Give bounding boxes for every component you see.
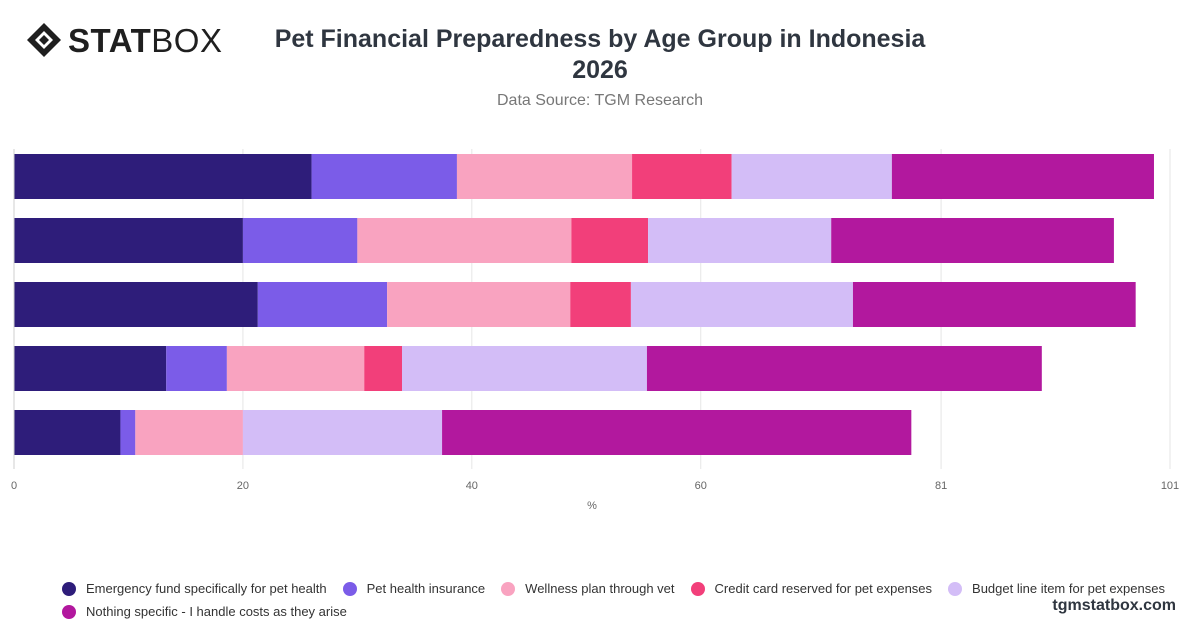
legend-item[interactable]: Emergency fund specifically for pet heal… bbox=[62, 580, 327, 597]
bar-segment bbox=[646, 346, 1042, 391]
legend-item[interactable]: Budget line item for pet expenses bbox=[948, 580, 1165, 597]
stacked-bar-chart: 0 20 40 60 81 101% bbox=[11, 149, 1179, 512]
legend-label: Credit card reserved for pet expenses bbox=[714, 581, 933, 596]
bar-segment bbox=[632, 154, 732, 199]
legend-marker bbox=[690, 581, 705, 596]
site-url[interactable]: tgmstatbox.com bbox=[1052, 597, 1176, 614]
x-tick-label: 40 bbox=[466, 480, 478, 492]
bar-segment bbox=[630, 282, 853, 327]
x-tick-label: 20 bbox=[237, 480, 249, 492]
bar-segment bbox=[456, 154, 633, 199]
statbox-wordmark: STATBOX bbox=[68, 21, 223, 59]
bar-segment bbox=[311, 154, 457, 199]
x-tick-label: 0 bbox=[11, 480, 17, 492]
bar-segment bbox=[166, 346, 227, 391]
bar-segment bbox=[387, 282, 571, 327]
bar-segment bbox=[120, 410, 136, 455]
x-tick-label: 60 bbox=[695, 480, 707, 492]
chart-title-line2: 2026 bbox=[572, 56, 628, 84]
legend-marker bbox=[62, 581, 76, 596]
legend-marker bbox=[342, 581, 357, 596]
bar-segment bbox=[442, 410, 912, 455]
chart-subtitle: Data Source: TGM Research bbox=[496, 92, 703, 109]
bar-segment bbox=[731, 154, 892, 199]
bar-segment bbox=[242, 410, 443, 455]
legend-label: Wellness plan through vet bbox=[525, 581, 675, 596]
bar-segment bbox=[648, 218, 832, 263]
bar-segment bbox=[14, 346, 167, 391]
chart-title: Pet Financial Preparedness by Age Group … bbox=[200, 24, 1000, 86]
x-tick-label: 81 bbox=[935, 480, 947, 492]
x-axis-title: % bbox=[587, 500, 597, 512]
bar-segment bbox=[571, 218, 649, 263]
bar-segment bbox=[357, 218, 572, 263]
legend-marker bbox=[501, 581, 516, 596]
statbox-diamond-icon bbox=[27, 23, 61, 57]
legend-item[interactable]: Wellness plan through vet bbox=[501, 580, 675, 597]
legend-item[interactable]: Pet health insurance bbox=[342, 580, 486, 597]
bar-segment bbox=[14, 282, 258, 327]
bar-segment bbox=[135, 410, 243, 455]
statbox-logo: STATBOX bbox=[26, 22, 222, 58]
bar-segment bbox=[364, 346, 403, 391]
legend-marker bbox=[948, 581, 963, 596]
bar-segment bbox=[570, 282, 631, 327]
legend-item[interactable]: Credit card reserved for pet expenses bbox=[690, 580, 933, 597]
legend-marker bbox=[62, 604, 76, 619]
bar-segment bbox=[14, 410, 121, 455]
bar-segment bbox=[852, 282, 1136, 327]
legend-label: Emergency fund specifically for pet heal… bbox=[86, 581, 327, 596]
bar-segment bbox=[14, 218, 243, 263]
bar-segment bbox=[891, 154, 1154, 199]
bar-segment bbox=[257, 282, 388, 327]
legend-label: Pet health insurance bbox=[366, 581, 486, 596]
bar-segment bbox=[831, 218, 1114, 263]
legend-label: Nothing specific - I handle costs as the… bbox=[86, 604, 347, 619]
legend-label: Budget line item for pet expenses bbox=[972, 581, 1165, 596]
chart-legend: Emergency fund specifically for pet heal… bbox=[62, 580, 1182, 620]
bar-segment bbox=[226, 346, 365, 391]
bar-segment bbox=[242, 218, 358, 263]
chart-title-line1: Pet Financial Preparedness by Age Group … bbox=[274, 25, 926, 53]
bar-segment bbox=[402, 346, 647, 391]
legend-item[interactable]: Nothing specific - I handle costs as the… bbox=[62, 603, 347, 620]
x-tick-label: 101 bbox=[1161, 480, 1179, 492]
bar-segment bbox=[14, 154, 312, 199]
